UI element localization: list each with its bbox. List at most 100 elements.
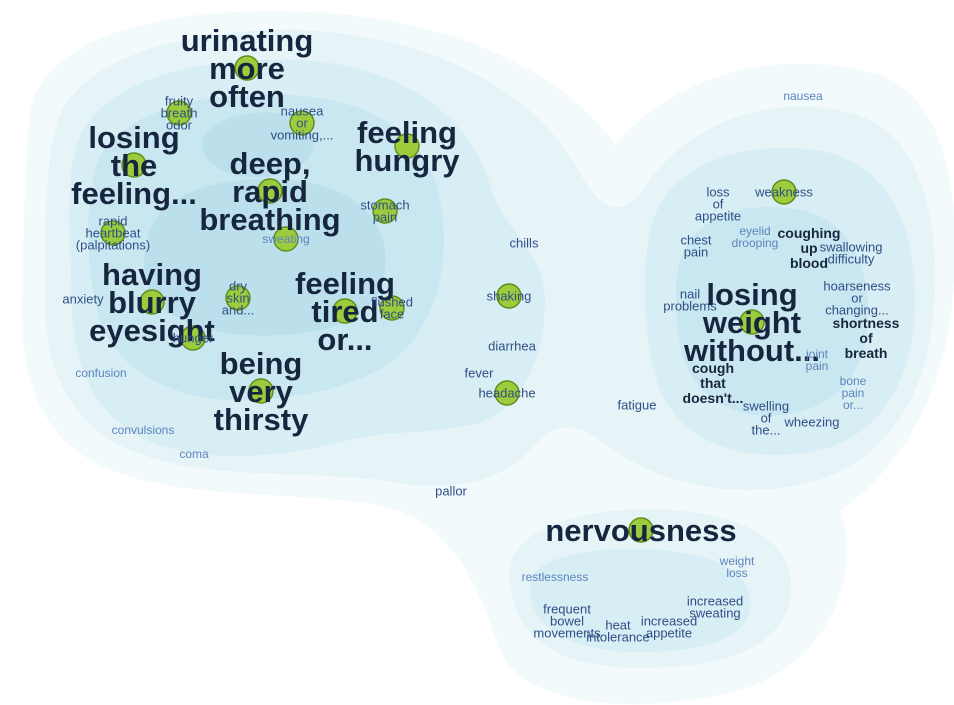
symptom-label-line: of bbox=[713, 197, 724, 212]
symptom-label-line: blood bbox=[790, 255, 828, 271]
symptom-label-restlessness: restlessness bbox=[522, 570, 589, 584]
symptom-label-urinating: urinating more often bbox=[181, 23, 314, 114]
symptom-label-line: heat bbox=[605, 618, 631, 633]
symptom-label-line: that bbox=[700, 375, 726, 391]
symptom-label-line: often bbox=[209, 79, 285, 114]
symptom-label-loss-appetite: loss of appetite bbox=[695, 185, 741, 224]
symptom-label-losing-weight: losing weight without... bbox=[683, 277, 820, 368]
symptom-label-stomach-pain: stomach pain bbox=[360, 198, 409, 225]
symptom-label-line: hunger bbox=[173, 331, 214, 346]
symptom-label-line: loss bbox=[726, 566, 747, 580]
symptom-label-losing-feeling: losing the feeling... bbox=[71, 120, 197, 211]
density-contour-6 bbox=[529, 548, 751, 652]
symptom-label-line: chills bbox=[510, 236, 539, 251]
symptom-label-line: being bbox=[220, 346, 303, 381]
symptom-label-line: weight bbox=[702, 305, 801, 340]
symptom-label-feeling-hungry: feeling hungry bbox=[354, 115, 460, 178]
symptom-label-increased-sweating: increased sweating bbox=[687, 594, 743, 621]
symptom-label-feeling-tired: feeling tired or... bbox=[295, 266, 395, 357]
symptom-label-heat-intolerance: heat intolerance bbox=[586, 618, 650, 645]
symptom-label-line: tired bbox=[311, 294, 378, 329]
symptom-label-line: frequent bbox=[543, 602, 591, 617]
symptom-label-line: fever bbox=[465, 366, 495, 381]
symptom-label-line: stomach bbox=[360, 198, 409, 213]
symptom-label-line: confusion bbox=[75, 366, 126, 380]
symptom-label-wheezing: wheezing bbox=[784, 415, 840, 430]
symptom-label-line: diarrhea bbox=[488, 339, 536, 354]
node-marker-losing-feeling bbox=[121, 152, 147, 178]
node-marker-deep-breathing bbox=[257, 178, 283, 204]
symptom-label-hoarseness: hoarseness or changing... bbox=[823, 279, 891, 318]
symptom-label-line: hoarseness bbox=[823, 279, 891, 294]
symptom-label-line: or... bbox=[843, 398, 863, 412]
symptom-label-diarrhea: diarrhea bbox=[488, 339, 536, 354]
node-marker-shaking bbox=[496, 283, 522, 309]
symptom-label-fatigue: fatigue bbox=[617, 398, 656, 413]
symptom-label-line: pain bbox=[684, 245, 709, 260]
symptom-label-line: increased bbox=[687, 594, 743, 609]
node-marker-urinating bbox=[234, 55, 260, 81]
symptom-label-line: hungry bbox=[354, 143, 460, 178]
symptom-label-weakness: weakness bbox=[754, 185, 813, 200]
node-marker-stomach-pain bbox=[372, 198, 398, 224]
node-marker-sweating bbox=[273, 226, 299, 252]
symptom-label-line: feeling bbox=[357, 115, 457, 150]
symptom-label-line: and... bbox=[222, 303, 255, 318]
symptom-label-line: eyesight bbox=[89, 313, 215, 348]
symptom-label-chest-pain: chest pain bbox=[680, 233, 711, 260]
symptom-label-line: nail bbox=[680, 287, 700, 302]
symptom-label-line: having bbox=[102, 257, 202, 292]
symptom-label-swelling: swelling of the... bbox=[743, 399, 789, 438]
symptom-label-line: convulsions bbox=[112, 423, 175, 437]
symptom-label-line: problems bbox=[663, 299, 717, 314]
symptom-label-line: restlessness bbox=[522, 570, 589, 584]
node-marker-losing-weight bbox=[739, 309, 765, 335]
node-marker-being-thirsty bbox=[248, 378, 274, 404]
symptom-label-line: coughing bbox=[778, 225, 841, 241]
symptom-label-line: drooping bbox=[732, 236, 779, 250]
symptom-label-line: pain bbox=[806, 359, 829, 373]
symptom-label-flushed-face: flushed face bbox=[371, 295, 413, 322]
symptom-label-line: very bbox=[229, 374, 294, 409]
node-marker-feeling-tired bbox=[332, 298, 358, 324]
symptom-label-line: changing... bbox=[825, 303, 889, 318]
symptom-label-line: swelling bbox=[743, 399, 789, 414]
symptom-label-line: loss bbox=[706, 185, 730, 200]
symptom-label-line: blurry bbox=[108, 285, 197, 320]
symptom-label-nail-problems: nail problems bbox=[663, 287, 717, 314]
symptom-label-line: movements bbox=[533, 626, 601, 641]
symptom-label-line: intolerance bbox=[586, 630, 650, 645]
node-marker-headache bbox=[494, 380, 520, 406]
symptom-label-shaking: shaking bbox=[487, 289, 532, 304]
symptom-label-line: bowel bbox=[550, 614, 584, 629]
node-marker-weakness bbox=[771, 179, 797, 205]
symptom-label-line: feeling... bbox=[71, 176, 197, 211]
symptom-label-being-thirsty: being very thirsty bbox=[214, 346, 310, 437]
symptom-label-line: wheezing bbox=[784, 415, 840, 430]
symptom-label-pallor: pallor bbox=[435, 484, 467, 499]
symptom-label-headache: headache bbox=[478, 386, 535, 401]
node-marker-nausea-vomiting bbox=[289, 110, 315, 136]
symptom-label-bone-pain: bone pain or... bbox=[840, 374, 867, 412]
symptom-label-line: more bbox=[209, 51, 285, 86]
symptom-label-line: odor bbox=[166, 118, 193, 133]
node-marker-fruity-breath bbox=[166, 100, 192, 126]
symptom-label-line: pain bbox=[373, 210, 398, 225]
symptom-label-line: breath bbox=[845, 345, 888, 361]
symptom-label-line: cough bbox=[692, 360, 734, 376]
symptom-label-line: flushed bbox=[371, 295, 413, 310]
symptom-label-nervousness: nervousness bbox=[545, 513, 736, 548]
symptom-label-line: rapid bbox=[232, 174, 308, 209]
symptom-label-line: rapid bbox=[99, 214, 128, 229]
symptom-label-line: joint bbox=[805, 347, 829, 361]
symptom-label-eyelid-drooping: eyelid drooping bbox=[732, 224, 779, 250]
node-marker-nervousness bbox=[628, 517, 654, 543]
symptom-label-line: (palpitations) bbox=[76, 238, 150, 253]
symptom-label-line: the bbox=[111, 148, 158, 183]
symptom-label-line: deep, bbox=[230, 146, 311, 181]
symptom-label-line: of bbox=[859, 330, 873, 346]
node-marker-dry-skin bbox=[225, 285, 251, 311]
symptom-label-nausea-vomiting: nausea or vomiting,... bbox=[271, 104, 334, 143]
node-marker-hunger bbox=[180, 325, 206, 351]
